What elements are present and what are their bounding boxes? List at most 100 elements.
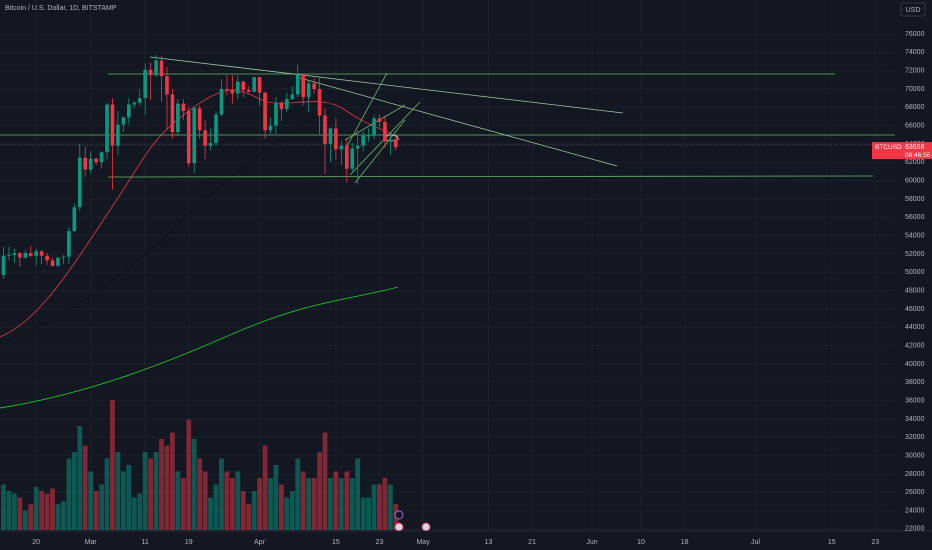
candle-body [127, 104, 131, 118]
y-tick-label: 38000 [905, 379, 925, 386]
y-tick-label: 60000 [905, 177, 925, 184]
volume-bar [333, 471, 339, 530]
volume-bar [17, 497, 23, 530]
volume-bar [44, 493, 50, 530]
volume-bar [131, 497, 137, 530]
candle-body [28, 253, 33, 256]
x-tick-label: Apr [254, 539, 266, 546]
candle-body [137, 98, 142, 103]
grid [0, 0, 895, 530]
currency[interactable]: USD [906, 7, 921, 14]
candle-body [230, 89, 235, 94]
candle-body [99, 152, 104, 163]
candle-body [274, 102, 278, 126]
ma-black [0, 95, 346, 343]
y-tick-label: 54000 [905, 232, 925, 239]
x-tick-label: 21 [528, 539, 536, 546]
currency-button[interactable] [900, 2, 926, 17]
x-tick-label: 20 [32, 539, 40, 546]
volume-bar [104, 458, 110, 530]
volume-bar [6, 491, 12, 530]
x-tick-label: 19 [185, 539, 193, 546]
y-tick-label: 24000 [905, 507, 925, 514]
candle-body [132, 102, 137, 105]
volume-bar [11, 493, 17, 530]
candle-body [208, 143, 213, 146]
x-tick-label: 11 [142, 539, 149, 546]
candle-body [181, 103, 186, 111]
y-tick-label: 44000 [905, 324, 925, 331]
y-tick-label: 36000 [905, 397, 925, 404]
candle-body [12, 253, 17, 255]
candle-body [394, 139, 398, 148]
candle-body [56, 257, 60, 266]
volume-bar [22, 510, 28, 530]
volume-bar [208, 497, 213, 530]
candle-body [72, 207, 77, 232]
volume-bar [159, 439, 164, 530]
candle-body [88, 158, 93, 170]
candle-body [186, 110, 191, 164]
y-tick-label: 74000 [905, 49, 925, 56]
volume-bar [371, 484, 377, 530]
y-tick-label: 28000 [905, 471, 925, 478]
event-icon[interactable] [394, 522, 404, 532]
volume-bar [120, 471, 126, 530]
event-icon[interactable] [394, 510, 404, 520]
x-tick-label: Jul [751, 539, 760, 546]
candle-body [116, 124, 120, 146]
x-tick-label: Mar [85, 539, 98, 546]
candle-body [34, 251, 38, 256]
volume-bar [257, 478, 263, 530]
candle-body [263, 92, 267, 131]
candle-body [344, 145, 349, 169]
volume-bar [170, 432, 175, 530]
volume-pane [1, 400, 399, 530]
volume-bar [93, 491, 99, 530]
y-tick-label: 66000 [905, 122, 925, 129]
volume-bar [344, 471, 350, 530]
volume-bar [197, 458, 203, 530]
volume-bar [164, 445, 170, 530]
candle-body [252, 77, 256, 92]
y-tick-label: 76000 [905, 31, 925, 38]
volume-bar [33, 487, 39, 530]
volume-bar [322, 432, 328, 530]
candle-body [328, 128, 333, 144]
volume-bar [153, 452, 159, 530]
volume-bar [387, 484, 393, 530]
candle-body [295, 74, 300, 95]
x-tick-label: 23 [376, 539, 384, 546]
volume-bar [191, 439, 197, 530]
candle-body [165, 76, 169, 95]
price-tag [872, 142, 932, 160]
axes: 22000 24000 26000 28000 30000 32000 34000 36000… [32, 31, 932, 546]
y-tick-label: 72000 [905, 68, 925, 75]
volume-bar [366, 497, 371, 530]
candle-body [290, 94, 295, 100]
candle-body [257, 77, 262, 93]
volume-bar [1, 484, 6, 530]
volume-bar [110, 400, 115, 530]
volume-bar [338, 478, 344, 530]
volume-bar [186, 419, 192, 530]
price-axis [895, 0, 932, 550]
volume-bar [240, 491, 246, 530]
candle-body [61, 256, 66, 258]
volume-bar [284, 497, 290, 530]
candle-body [7, 254, 11, 256]
volume-bar [126, 465, 132, 530]
volume-bar [300, 471, 306, 530]
x-tick-label: 15 [332, 539, 340, 546]
event-icon[interactable] [421, 522, 431, 532]
volume-bar [311, 478, 317, 530]
volume-bar [82, 445, 88, 530]
candle-body [67, 231, 71, 257]
candle-body [246, 89, 251, 92]
volume-bar [262, 445, 268, 530]
y-tick-label: 32000 [905, 434, 925, 441]
x-tick-label: 23 [871, 539, 879, 546]
volume-bar [377, 484, 382, 530]
